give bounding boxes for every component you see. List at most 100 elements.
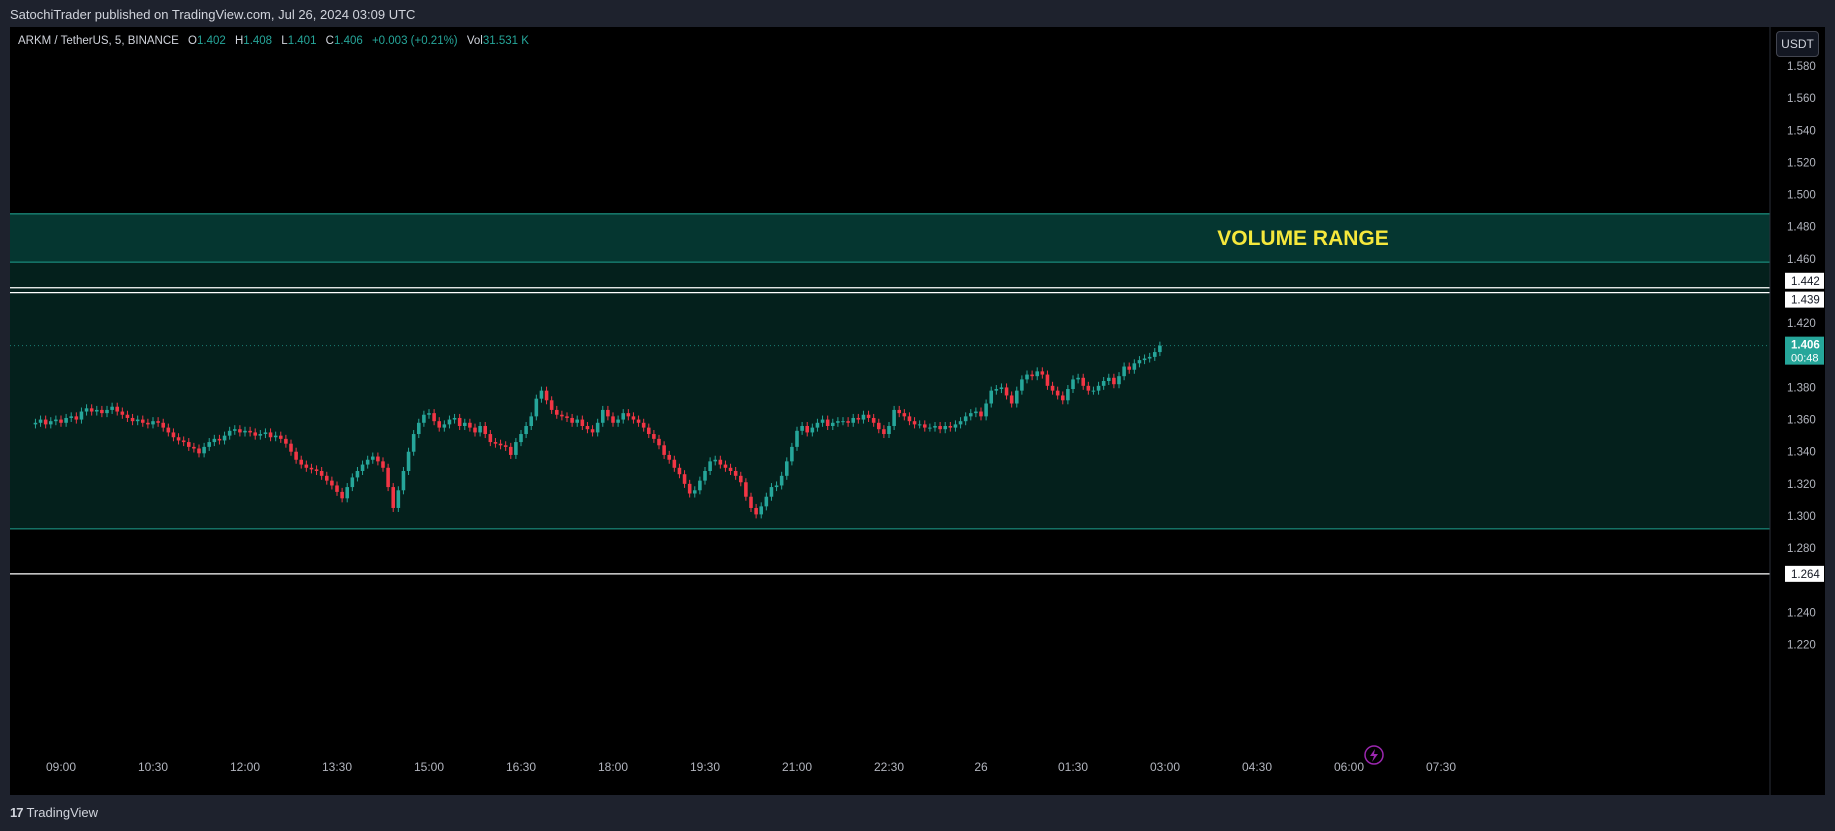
legend-vol-label: Vol: [466, 35, 483, 47]
candle-body: [120, 411, 125, 415]
candle-body: [1152, 352, 1157, 357]
y-tick-label: 1.580: [1787, 61, 1816, 73]
candle-body: [105, 409, 109, 414]
candle-body: [186, 442, 191, 447]
candle-body: [335, 485, 339, 492]
candle-body: [784, 461, 789, 476]
candle-body: [938, 426, 942, 430]
candle-body: [1030, 374, 1034, 377]
candle-body: [115, 406, 120, 412]
x-tick-label: 16:30: [506, 760, 536, 774]
candle-body: [437, 421, 442, 428]
candle-body: [1158, 345, 1162, 353]
legend-high-label: H: [234, 35, 244, 47]
candle-body: [94, 409, 99, 412]
candle-body: [544, 390, 549, 401]
publisher-caption: SatochiTrader published on TradingView.c…: [10, 7, 416, 22]
candle-body: [800, 426, 804, 431]
candle-body: [478, 426, 482, 433]
x-tick-label: 03:00: [1150, 760, 1180, 774]
candle-body: [1020, 379, 1024, 391]
candle-body: [156, 421, 160, 423]
price-label-bg: [1785, 291, 1824, 308]
candle-body: [871, 417, 876, 423]
candle-body: [365, 459, 370, 465]
chart-frame[interactable]: VOLUME RANGE 1.580 1.560 1.540 1.520 1.500 1.4…: [10, 27, 1825, 795]
candle-body: [979, 411, 983, 417]
price-axis: [1770, 27, 1825, 795]
candle-body: [212, 438, 217, 443]
candle-body: [457, 417, 462, 426]
candle-body: [473, 427, 477, 433]
lightning-icon[interactable]: [1364, 745, 1384, 765]
candle-body: [928, 427, 932, 429]
candle-body: [539, 390, 544, 399]
candle-body: [350, 477, 355, 488]
candle-body: [595, 422, 600, 433]
candle-body: [289, 443, 293, 452]
candle-body: [396, 490, 401, 508]
candle-body: [376, 456, 380, 462]
chart-canvas[interactable]: VOLUME RANGE 1.580 1.560 1.540 1.520 1.500 1.4…: [10, 27, 1825, 795]
candle-body: [462, 422, 467, 426]
y-tick-label: 1.340: [1787, 447, 1816, 459]
candle-body: [836, 421, 840, 423]
x-tick-label: 07:30: [1426, 760, 1456, 774]
candle-body: [1091, 390, 1096, 392]
tradingview-logo[interactable]: 17 TradingView: [10, 805, 98, 820]
candle-body: [386, 467, 390, 488]
candle-body: [968, 413, 973, 417]
candle-body: [442, 424, 447, 428]
candle-body: [391, 487, 396, 508]
candle-body: [381, 461, 385, 468]
candle-body: [580, 419, 585, 426]
candle-body: [294, 451, 298, 460]
x-tick-label: 01:30: [1058, 760, 1088, 774]
y-tick-label: 1.520: [1787, 157, 1816, 169]
candle-body: [207, 442, 212, 447]
candle-body: [1009, 395, 1014, 404]
candle-body: [1122, 366, 1126, 377]
candle-body: [631, 416, 636, 420]
candle-body: [570, 417, 574, 423]
candle-body: [1137, 360, 1142, 364]
candle-body: [846, 421, 850, 423]
candle-body: [514, 442, 518, 455]
price-label-bg: [1785, 565, 1824, 582]
candle-body: [698, 480, 702, 491]
candle-body: [1081, 377, 1086, 386]
candle-body: [882, 429, 886, 435]
candle-body: [202, 446, 206, 454]
x-tick-label: 22:30: [874, 760, 904, 774]
candle-body: [953, 424, 958, 428]
countdown-label: 00:48: [1791, 353, 1819, 365]
candle-body: [524, 426, 528, 435]
candle-body: [657, 438, 661, 446]
candle-body: [830, 422, 835, 426]
candle-body: [493, 442, 498, 444]
legend-low-label: L: [281, 35, 288, 47]
candle-body: [958, 421, 963, 425]
candle-body: [416, 422, 421, 435]
candle-body: [1127, 366, 1132, 370]
candle-body: [232, 429, 237, 431]
candle-body: [718, 459, 723, 465]
candle-body: [585, 426, 590, 430]
candle-body: [713, 459, 718, 462]
candle-body: [33, 422, 38, 425]
candle-body: [110, 406, 114, 410]
candle-body: [1025, 374, 1029, 380]
legend-symbol[interactable]: ARKM / TetherUS, 5, BINANCE: [18, 35, 179, 47]
y-tick-label: 1.540: [1787, 125, 1816, 137]
candle-body: [534, 398, 539, 417]
candle-body: [616, 419, 620, 423]
candle-body: [161, 422, 166, 428]
legend-low: 1.401: [287, 35, 317, 47]
price-label: 1.439: [1791, 295, 1820, 307]
x-tick-label: 06:00: [1334, 760, 1364, 774]
candle-body: [238, 429, 242, 433]
candle-body: [217, 438, 222, 441]
currency-button[interactable]: USDT: [1776, 31, 1819, 57]
candle-body: [876, 422, 881, 430]
candle-body: [59, 419, 63, 423]
